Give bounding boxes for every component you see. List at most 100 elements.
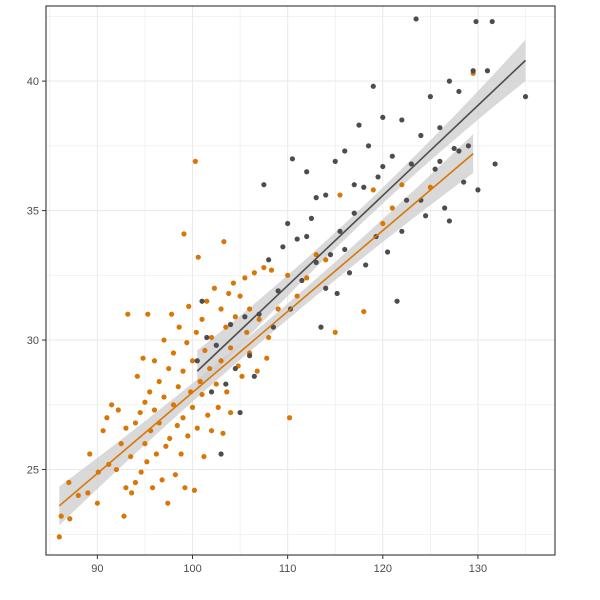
data-point [266, 334, 272, 341]
data-point [205, 412, 211, 418]
data-point [176, 324, 182, 330]
data-point [437, 158, 443, 164]
data-point [220, 430, 226, 436]
data-point [370, 187, 376, 193]
data-point [195, 254, 201, 260]
data-point [113, 466, 120, 473]
data-point [237, 409, 243, 416]
data-point [149, 485, 156, 491]
x-tick-label: 110 [279, 563, 297, 575]
data-point [489, 18, 495, 25]
data-point [394, 298, 400, 304]
data-point [413, 16, 419, 22]
data-point [237, 293, 243, 299]
data-point [275, 288, 281, 294]
data-point [365, 143, 372, 149]
x-tick-label: 130 [469, 563, 487, 575]
data-point [224, 389, 230, 395]
data-point [204, 298, 210, 304]
data-point [403, 197, 410, 203]
data-point [332, 158, 338, 164]
data-point [266, 257, 272, 263]
data-point [170, 402, 177, 408]
y-tick-label: 35 [27, 206, 39, 218]
data-point [304, 233, 310, 240]
y-tick-label: 40 [27, 76, 39, 88]
data-point [181, 231, 187, 237]
data-point [199, 391, 205, 398]
data-point [465, 143, 472, 149]
data-point [389, 205, 395, 211]
data-point [67, 516, 73, 522]
data-point [351, 182, 357, 188]
data-point [161, 394, 167, 400]
data-point [167, 435, 173, 442]
data-point [170, 350, 177, 356]
data-point [104, 415, 110, 421]
data-point [153, 451, 159, 457]
data-point [223, 324, 229, 330]
data-point [473, 18, 479, 25]
data-point [56, 534, 62, 540]
regression-line [58, 152, 474, 507]
x-axis: 90 100 110 120 130 [91, 555, 487, 575]
data-point [137, 409, 143, 416]
data-point [361, 308, 367, 315]
x-tick-label: 100 [183, 563, 201, 575]
data-point [346, 270, 353, 276]
data-point [221, 239, 227, 245]
data-point [87, 451, 93, 457]
data-point [189, 404, 196, 410]
data-point [304, 275, 310, 281]
panel-border [45, 5, 556, 556]
data-point [223, 381, 229, 387]
data-point [185, 433, 191, 439]
data-point [461, 179, 467, 185]
data-point [208, 334, 215, 341]
data-point [337, 228, 343, 234]
data-point [144, 459, 150, 465]
data-point [437, 125, 443, 131]
data-point [427, 94, 433, 100]
data-point [192, 158, 198, 164]
data-point [178, 451, 184, 457]
data-point [215, 404, 221, 410]
data-point [175, 384, 181, 390]
data-point [275, 306, 281, 312]
data-point [213, 342, 219, 348]
data-point [334, 290, 340, 297]
data-point [261, 264, 267, 271]
data-point [166, 365, 172, 372]
data-point [227, 409, 234, 416]
data-point [451, 145, 457, 152]
data-point [399, 228, 405, 234]
data-point [218, 306, 224, 312]
data-point [109, 402, 115, 408]
data-point [197, 378, 203, 385]
data-point [363, 262, 369, 268]
data-point [213, 381, 219, 387]
data-point [313, 195, 319, 201]
data-point [142, 399, 148, 405]
data-point [475, 187, 481, 193]
data-point [327, 252, 334, 258]
data-point [75, 492, 81, 499]
data-point [323, 285, 329, 291]
y-tick-label: 30 [27, 335, 39, 347]
data-point [121, 513, 127, 519]
data-point [132, 479, 139, 486]
data-point [342, 246, 348, 253]
data-point [456, 88, 462, 95]
data-point [251, 373, 257, 379]
data-point [456, 148, 462, 154]
data-point [204, 334, 210, 341]
data-point [254, 368, 260, 374]
data-point [380, 220, 386, 227]
data-point [134, 373, 140, 379]
data-point [227, 345, 234, 351]
data-point [399, 182, 405, 188]
data-point [299, 277, 305, 284]
data-point [332, 329, 338, 335]
data-point [194, 358, 200, 364]
data-point [308, 215, 315, 221]
